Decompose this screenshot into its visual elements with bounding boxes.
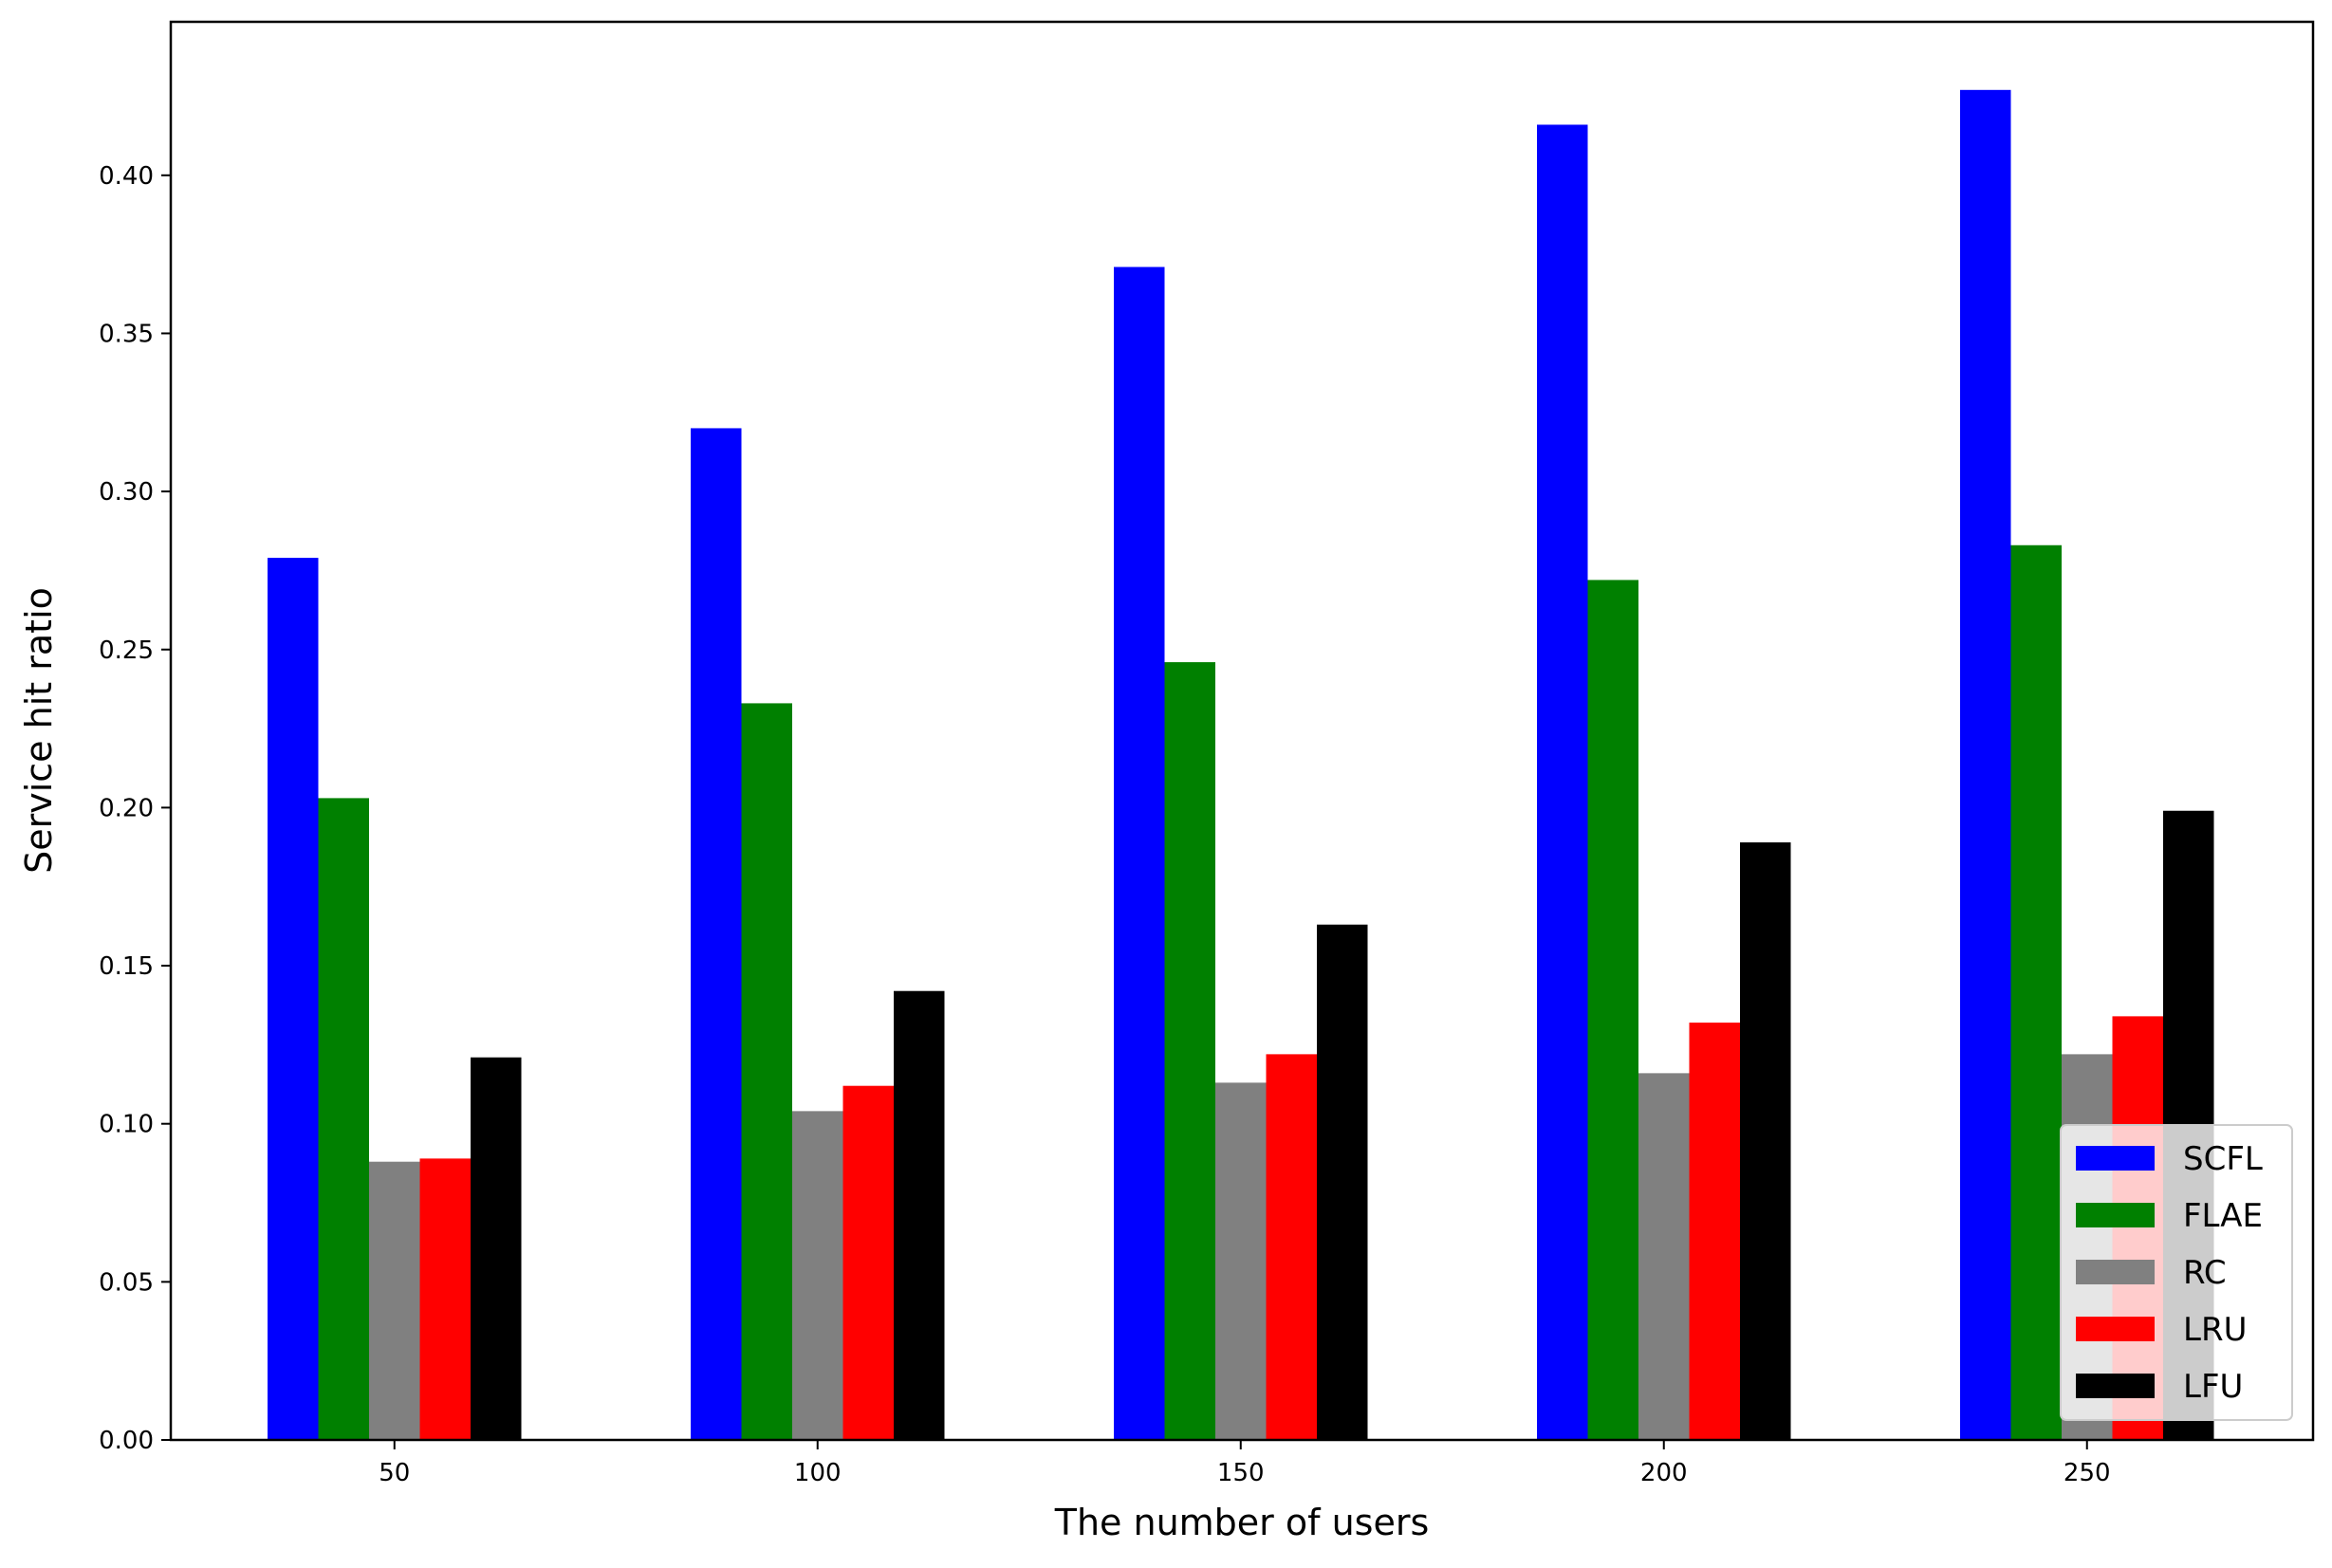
bar-rc-50 — [369, 1161, 420, 1440]
bar-scfl-100 — [691, 428, 742, 1441]
bar-flae-50 — [318, 798, 369, 1440]
bar-flae-100 — [741, 703, 792, 1440]
bar-lru-50 — [419, 1158, 471, 1440]
y-axis-ticks: 0.00 0.05 0.10 0.15 0.20 0.25 0.30 0.35 0.40 — [99, 162, 171, 1455]
bar-lru-150 — [1266, 1054, 1317, 1440]
bar-lfu-50 — [471, 1057, 522, 1440]
bars-layer — [268, 89, 2214, 1441]
y-axis-title: Service hit ratio — [18, 587, 60, 874]
y-tick-label: 0.35 — [99, 320, 154, 348]
legend-swatch-flae — [2076, 1203, 2155, 1227]
legend-label-flae: FLAE — [2183, 1197, 2263, 1235]
x-tick-label: 100 — [794, 1459, 842, 1487]
bar-rc-200 — [1638, 1073, 1690, 1440]
bar-scfl-50 — [268, 558, 319, 1440]
bar-lru-100 — [842, 1085, 894, 1440]
bar-rc-150 — [1215, 1082, 1267, 1440]
y-tick-label: 0.25 — [99, 636, 154, 665]
y-tick-label: 0.20 — [99, 794, 154, 822]
x-tick-label: 50 — [379, 1459, 410, 1487]
legend-swatch-lfu — [2076, 1374, 2155, 1398]
legend-label-scfl: SCFL — [2183, 1140, 2263, 1178]
bar-rc-100 — [792, 1111, 843, 1440]
x-tick-label: 250 — [2064, 1459, 2111, 1487]
legend-swatch-scfl — [2076, 1146, 2155, 1171]
legend-swatch-lru — [2076, 1317, 2155, 1341]
bar-flae-200 — [1587, 580, 1638, 1440]
bar-scfl-250 — [1960, 89, 2011, 1441]
bar-flae-250 — [2010, 544, 2062, 1440]
bar-flae-150 — [1164, 662, 1215, 1440]
legend-label-rc: RC — [2183, 1254, 2227, 1292]
bar-scfl-200 — [1537, 124, 1588, 1440]
legend: SCFL FLAE RC LRU LFU — [2060, 1124, 2293, 1421]
legend-swatch-rc — [2076, 1260, 2155, 1284]
y-tick-label: 0.15 — [99, 952, 154, 981]
plot-frame — [169, 20, 2315, 1442]
y-tick-label: 0.00 — [99, 1427, 154, 1455]
x-tick-label: 150 — [1217, 1459, 1265, 1487]
x-axis-ticks: 50 100 150 200 250 — [379, 1440, 2111, 1487]
x-tick-label: 200 — [1640, 1459, 1688, 1487]
bar-lru-200 — [1689, 1023, 1740, 1440]
x-axis-title: The number of users — [1054, 1502, 1430, 1543]
legend-box — [2060, 1124, 2293, 1421]
bar-scfl-150 — [1114, 267, 1165, 1440]
y-tick-label: 0.10 — [99, 1111, 154, 1139]
legend-label-lfu: LFU — [2183, 1368, 2243, 1406]
bar-lfu-150 — [1317, 924, 1368, 1440]
y-tick-label: 0.05 — [99, 1268, 154, 1297]
y-tick-label: 0.40 — [99, 162, 154, 191]
legend-label-lru: LRU — [2183, 1311, 2247, 1349]
bar-lfu-200 — [1740, 842, 1791, 1440]
y-tick-label: 0.30 — [99, 478, 154, 507]
bar-lfu-100 — [894, 990, 945, 1440]
